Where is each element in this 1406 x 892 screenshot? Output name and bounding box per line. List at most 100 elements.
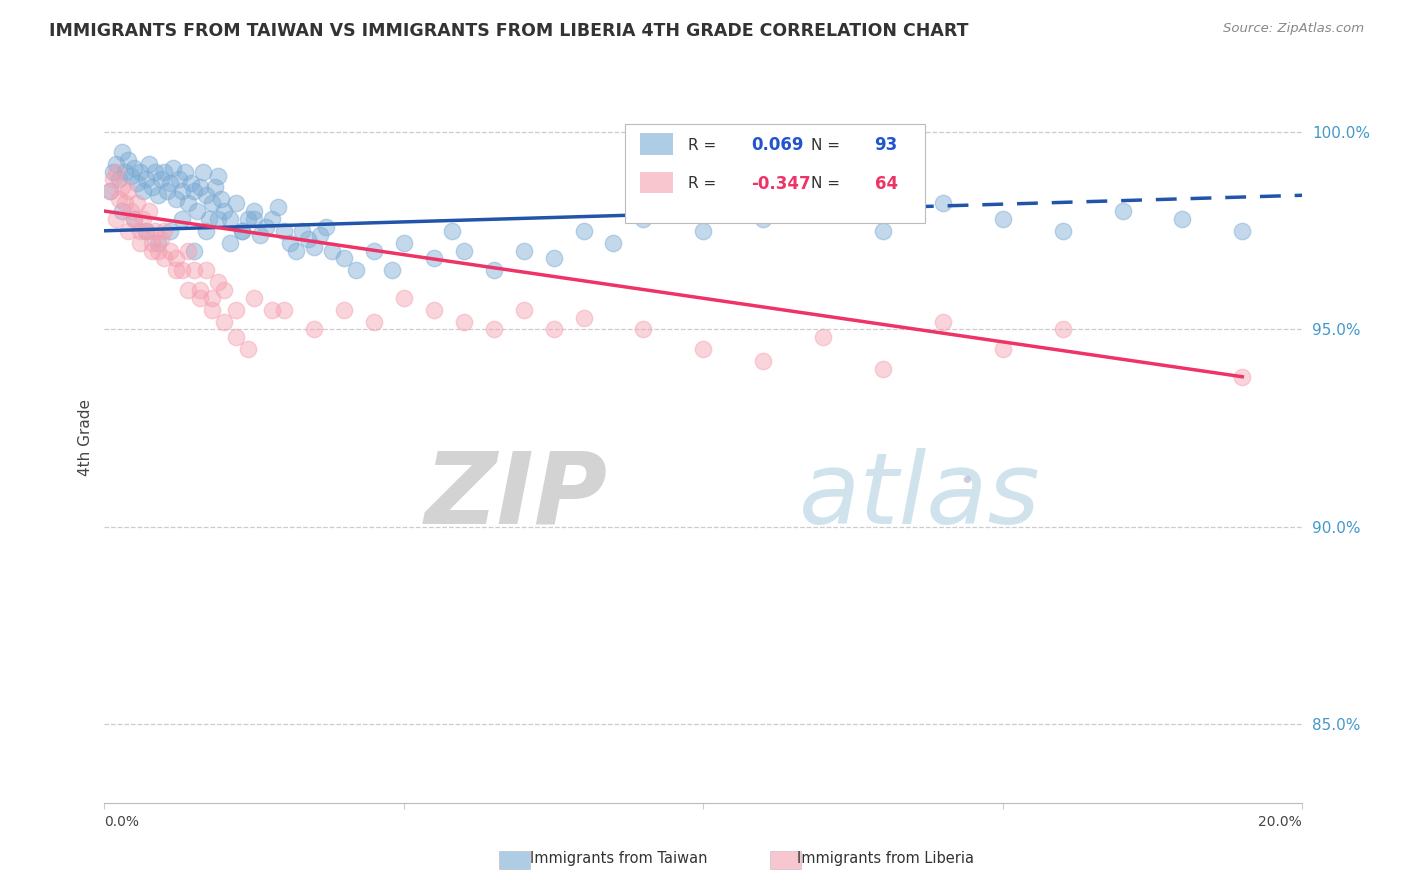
Point — [225, 302, 247, 317]
Point — [219, 235, 242, 250]
Point — [262, 302, 284, 317]
Point — [302, 322, 325, 336]
Point — [135, 224, 157, 238]
Point — [872, 362, 894, 376]
Point — [482, 263, 505, 277]
Point — [692, 224, 714, 238]
Point — [363, 314, 385, 328]
Point — [204, 180, 226, 194]
Point — [243, 204, 266, 219]
Point — [129, 164, 152, 178]
Point — [162, 161, 184, 175]
Point — [165, 263, 187, 277]
Point — [143, 164, 166, 178]
Point — [572, 224, 595, 238]
Point — [302, 239, 325, 253]
Bar — [640, 171, 673, 194]
Point — [188, 283, 211, 297]
Point — [811, 204, 834, 219]
Text: N =: N = — [811, 137, 841, 153]
Text: N =: N = — [811, 177, 841, 192]
Point — [512, 302, 534, 317]
Point — [225, 330, 247, 344]
Point — [153, 164, 176, 178]
Point — [120, 169, 142, 183]
Point — [159, 244, 181, 258]
Point — [932, 314, 955, 328]
Point — [1232, 369, 1254, 384]
Point — [453, 314, 475, 328]
Point — [193, 164, 215, 178]
Point — [98, 184, 121, 198]
Point — [453, 244, 475, 258]
Point — [174, 164, 197, 178]
Point — [1111, 204, 1133, 219]
Text: 93: 93 — [875, 136, 898, 154]
Point — [156, 184, 179, 198]
Point — [752, 211, 775, 226]
Point — [129, 224, 152, 238]
Point — [344, 263, 367, 277]
Point — [231, 224, 253, 238]
Point — [129, 235, 152, 250]
Point — [148, 235, 170, 250]
Point — [103, 172, 125, 186]
Point — [1232, 224, 1254, 238]
Point — [165, 192, 187, 206]
Y-axis label: 4th Grade: 4th Grade — [79, 400, 93, 476]
Point — [1052, 224, 1074, 238]
Point — [108, 192, 131, 206]
Point — [188, 180, 211, 194]
Point — [512, 244, 534, 258]
Point — [236, 342, 259, 356]
Bar — [640, 133, 673, 154]
Point — [243, 211, 266, 226]
Point — [811, 330, 834, 344]
Point — [195, 188, 218, 202]
Point — [309, 227, 332, 242]
Point — [236, 211, 259, 226]
Point — [752, 354, 775, 368]
Point — [114, 164, 136, 178]
Point — [440, 224, 463, 238]
Point — [363, 244, 385, 258]
Point — [141, 244, 163, 258]
Point — [297, 232, 319, 246]
Point — [111, 180, 134, 194]
Text: atlas: atlas — [799, 448, 1040, 545]
Point — [150, 172, 173, 186]
Point — [991, 342, 1014, 356]
Point — [159, 177, 181, 191]
Point — [278, 235, 301, 250]
Point — [188, 291, 211, 305]
Point — [172, 184, 194, 198]
Point — [219, 211, 242, 226]
Point — [183, 184, 205, 198]
Point — [1171, 211, 1194, 226]
Point — [381, 263, 404, 277]
Point — [105, 211, 128, 226]
Point — [201, 196, 224, 211]
Point — [273, 302, 295, 317]
Point — [138, 157, 160, 171]
Point — [141, 235, 163, 250]
Point — [212, 204, 235, 219]
Point — [177, 283, 200, 297]
Point — [150, 232, 173, 246]
Point — [423, 252, 446, 266]
Point — [209, 192, 232, 206]
Point — [120, 204, 142, 219]
Point — [111, 204, 134, 219]
Point — [159, 224, 181, 238]
Point — [602, 235, 624, 250]
Point — [392, 291, 415, 305]
Text: Immigrants from Liberia: Immigrants from Liberia — [797, 851, 974, 865]
Point — [105, 157, 128, 171]
Point — [148, 188, 170, 202]
Point — [333, 302, 356, 317]
Point — [148, 244, 170, 258]
Text: 0.0%: 0.0% — [104, 814, 139, 829]
Point — [141, 180, 163, 194]
Point — [172, 263, 194, 277]
Point — [285, 244, 308, 258]
